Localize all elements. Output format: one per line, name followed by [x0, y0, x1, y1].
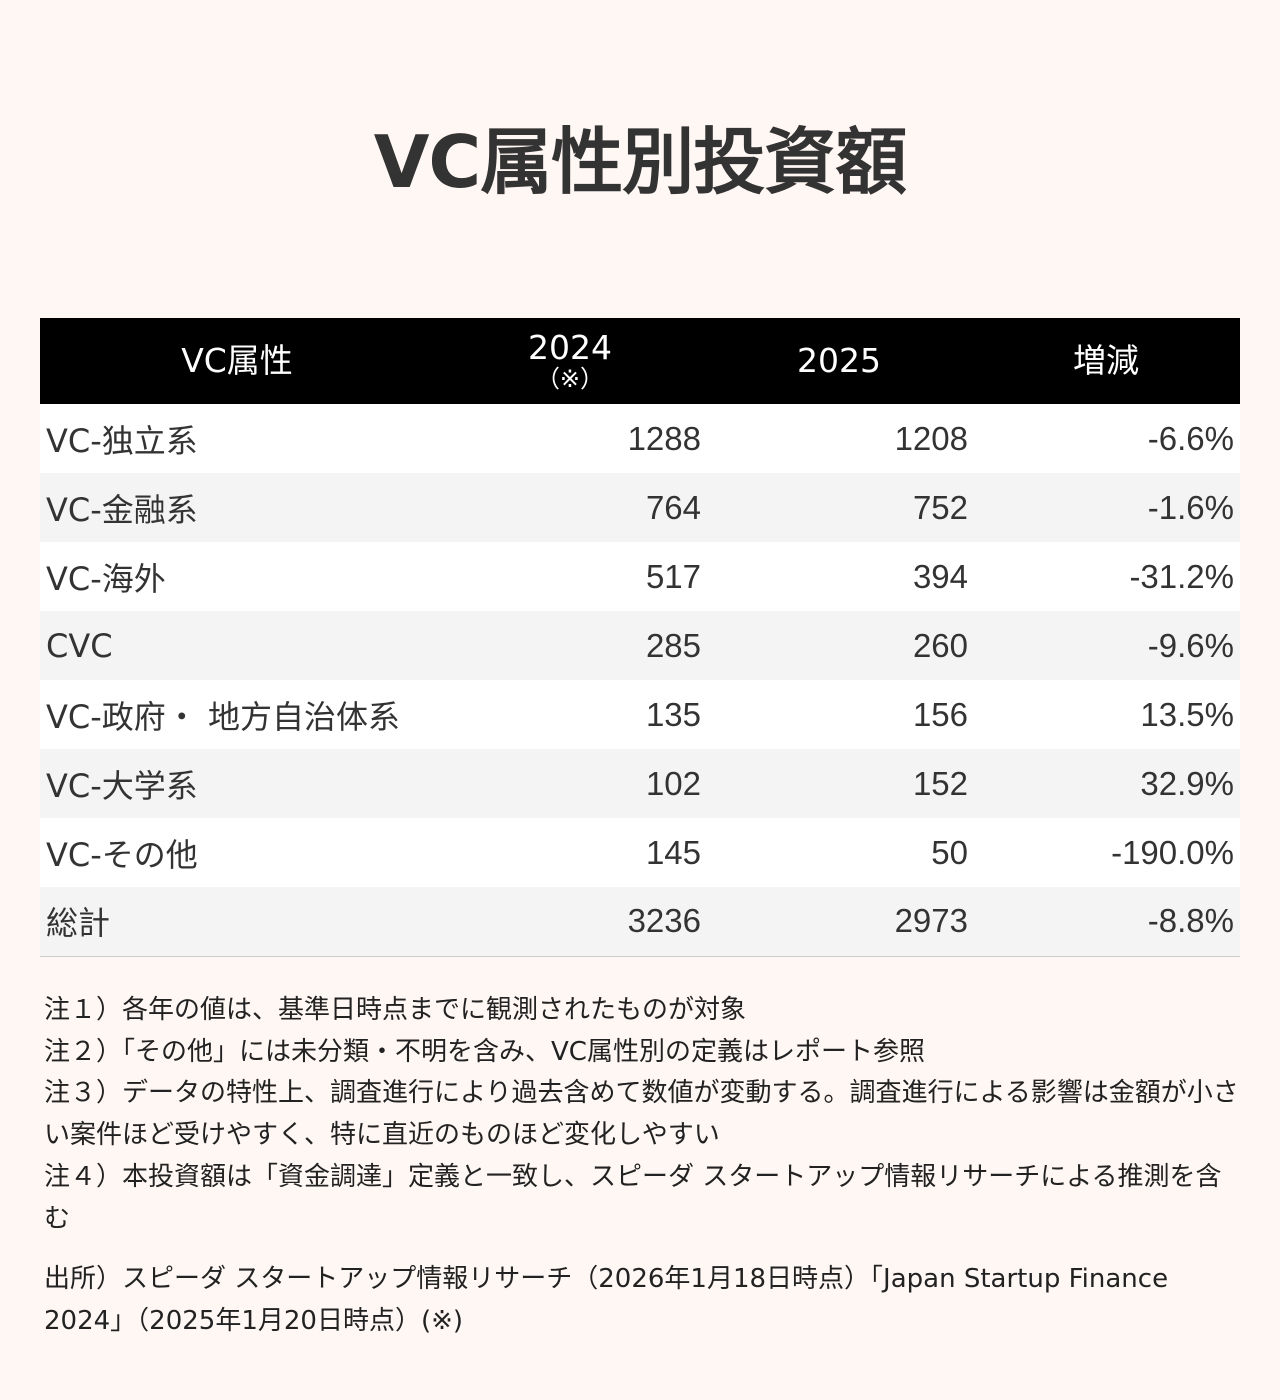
table-row: VC-金融系 764 752 -1.6%: [40, 473, 1240, 542]
row-change: -9.6%: [1147, 626, 1234, 664]
source-citation: 出所）スピーダ スタートアップ情報リサーチ（2026年1月18日時点）「Japa…: [44, 1264, 1169, 1336]
row-value-2025: 156: [912, 695, 968, 733]
investment-table: VC属性 2024 （※） 2025 増減 VC-独立系 1288 1208 -…: [40, 318, 1240, 957]
footnotes: 注１）各年の値は、基準日時点までに観測されたものが対象 注２）「その他」には未分…: [44, 990, 1244, 1240]
header-2025: 2025: [797, 340, 881, 380]
row-value-2025: 50: [931, 833, 968, 871]
row-value-2024: 135: [645, 695, 701, 733]
table-body: VC-独立系 1288 1208 -6.6% VC-金融系 764 752 -1…: [40, 404, 1240, 956]
footnote-4: 注４）本投資額は「資金調達」定義と一致し、スピーダ スタートアップ情報リサーチに…: [44, 1161, 1222, 1234]
row-value-2024: 102: [645, 764, 701, 802]
row-change: 32.9%: [1140, 764, 1234, 802]
row-change: -31.2%: [1129, 557, 1234, 595]
row-label: VC-その他: [46, 835, 198, 874]
row-label: VC-大学系: [46, 766, 198, 805]
row-value-2025: 394: [912, 557, 968, 595]
header-2024-year: 2024: [528, 327, 612, 367]
row-value-2025: 1208: [894, 419, 968, 457]
table-row: VC-海外 517 394 -31.2%: [40, 542, 1240, 611]
row-label: CVC: [46, 626, 113, 665]
row-label: VC-独立系: [46, 421, 198, 460]
row-label: VC-政府・ 地方自治体系: [46, 697, 400, 736]
footnote-2: 注２）「その他」には未分類・不明を含み、VC属性別の定義はレポート参照: [44, 1036, 925, 1067]
header-2024-note: （※）: [535, 365, 605, 394]
row-value-2024: 145: [645, 833, 701, 871]
row-label: VC-海外: [46, 559, 166, 598]
header-2024: 2024 （※）: [434, 318, 706, 404]
row-value-2024: 285: [645, 626, 701, 664]
table-row: VC-政府・ 地方自治体系 135 156 13.5%: [40, 680, 1240, 749]
row-label: 総計: [46, 904, 111, 943]
row-change: -1.6%: [1147, 488, 1234, 526]
table-row-total: 総計 3236 2973 -8.8%: [40, 887, 1240, 956]
table-header: VC属性 2024 （※） 2025 増減: [40, 318, 1240, 404]
row-value-2025: 752: [912, 488, 968, 526]
row-value-2024: 517: [645, 557, 701, 595]
investment-table-container: VC属性 2024 （※） 2025 増減 VC-独立系 1288 1208 -…: [40, 318, 1240, 957]
row-change: 13.5%: [1140, 695, 1234, 733]
table-row: CVC 285 260 -9.6%: [40, 611, 1240, 680]
page-title: VC属性別投資額: [373, 120, 908, 204]
row-value-2024: 764: [645, 488, 701, 526]
row-value-2024: 1288: [627, 419, 701, 457]
table-row: VC-独立系 1288 1208 -6.6%: [40, 404, 1240, 473]
table-row: VC-その他 145 50 -190.0%: [40, 818, 1240, 887]
row-value-2025: 260: [912, 626, 968, 664]
footnote-3: 注３）データの特性上、調査進行により過去含めて数値が変動する。調査進行による影響…: [44, 1078, 1239, 1151]
table-row: VC-大学系 102 152 32.9%: [40, 749, 1240, 818]
row-change: -6.6%: [1147, 419, 1234, 457]
row-label: VC-金融系: [46, 490, 198, 529]
row-change: -8.8%: [1147, 902, 1234, 940]
footnote-1: 注１）各年の値は、基準日時点までに観測されたものが対象: [44, 995, 747, 1025]
header-attribute: VC属性: [181, 340, 293, 380]
header-change: 増減: [1073, 340, 1139, 380]
row-value-2025: 2973: [894, 902, 968, 940]
row-value-2024: 3236: [627, 902, 701, 940]
row-change: -190.0%: [1111, 833, 1234, 871]
row-value-2025: 152: [912, 764, 968, 802]
table-header-row: VC属性 2024 （※） 2025 増減: [40, 318, 1240, 404]
